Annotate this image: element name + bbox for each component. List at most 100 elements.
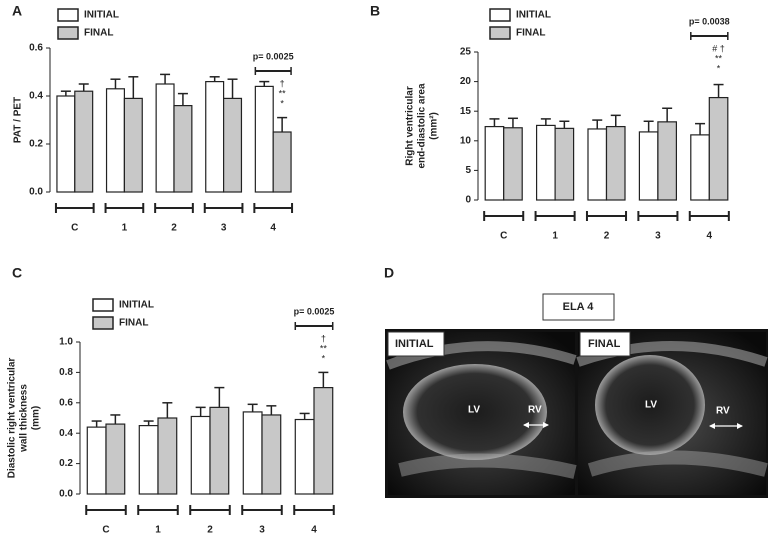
y-tick-label: 0 bbox=[465, 195, 471, 206]
y-tick-label: 1.0 bbox=[59, 337, 73, 348]
legend-label: INITIAL bbox=[516, 10, 551, 21]
y-tick-label: 0.2 bbox=[29, 139, 43, 150]
y-tick-label: 5 bbox=[465, 165, 471, 176]
x-tick-label: 2 bbox=[171, 223, 177, 234]
rv-label: RV bbox=[716, 406, 730, 417]
y-tick-label: 0.0 bbox=[59, 489, 73, 500]
bar bbox=[209, 406, 230, 495]
bar bbox=[708, 96, 729, 201]
y-tick-label: 10 bbox=[460, 135, 472, 146]
y-axis-label: (mm²) bbox=[429, 112, 440, 140]
legend-label: INITIAL bbox=[119, 300, 154, 311]
panel-label: A bbox=[12, 3, 22, 19]
y-tick-label: 0.4 bbox=[29, 91, 43, 102]
y-axis-label: Right ventricular bbox=[405, 86, 416, 166]
bar bbox=[242, 411, 263, 495]
x-tick-label: 1 bbox=[122, 223, 128, 234]
bar bbox=[86, 426, 107, 495]
significance-mark: * bbox=[322, 353, 326, 363]
y-axis-label: PAT / PET bbox=[13, 97, 24, 143]
bar bbox=[294, 418, 315, 495]
x-tick-label: 1 bbox=[155, 525, 161, 536]
legend-swatch bbox=[92, 298, 114, 312]
y-axis-label: wall thickness bbox=[19, 384, 30, 453]
y-axis-label: Diastolic right ventricular bbox=[7, 358, 18, 479]
significance-mark: ** bbox=[320, 343, 328, 353]
y-tick-label: 0.6 bbox=[29, 43, 43, 54]
x-tick-label: 3 bbox=[259, 525, 265, 536]
image-title: ELA 4 bbox=[563, 301, 595, 313]
significance-mark: ** bbox=[715, 53, 723, 63]
y-tick-label: 20 bbox=[460, 76, 472, 87]
bar bbox=[138, 425, 159, 495]
legend-label: FINAL bbox=[516, 28, 545, 39]
significance-mark: † bbox=[280, 78, 285, 88]
bar bbox=[272, 131, 292, 193]
y-tick-label: 25 bbox=[460, 47, 472, 58]
y-axis-label: (mm) bbox=[31, 406, 42, 430]
legend-swatch bbox=[57, 8, 79, 22]
x-tick-label: C bbox=[500, 231, 507, 242]
p-value: p= 0.0025 bbox=[294, 306, 335, 316]
x-tick-label: 4 bbox=[707, 231, 713, 242]
rv-label: RV bbox=[528, 405, 542, 416]
y-tick-label: 0.8 bbox=[59, 367, 73, 378]
bar bbox=[535, 124, 556, 201]
legend-label: FINAL bbox=[84, 28, 113, 39]
y-tick-label: 0.0 bbox=[29, 187, 43, 198]
bar bbox=[155, 83, 175, 193]
bar bbox=[223, 97, 243, 193]
p-value: p= 0.0025 bbox=[253, 51, 294, 61]
bar bbox=[657, 121, 678, 201]
bar bbox=[554, 127, 575, 201]
y-tick-label: 0.4 bbox=[59, 428, 73, 439]
x-tick-label: 1 bbox=[552, 231, 558, 242]
panel-label: C bbox=[12, 265, 22, 281]
legend-label: FINAL bbox=[119, 318, 148, 329]
bar bbox=[56, 95, 76, 193]
lv-label: LV bbox=[468, 405, 480, 416]
bar bbox=[638, 131, 659, 201]
legend-swatch bbox=[489, 26, 511, 40]
title-box bbox=[542, 293, 615, 321]
bar bbox=[605, 125, 626, 201]
lv-label: LV bbox=[645, 400, 657, 411]
bar bbox=[123, 97, 143, 193]
significance-mark: * bbox=[717, 63, 721, 73]
panel-label: B bbox=[370, 3, 380, 19]
bar bbox=[313, 387, 334, 495]
p-value: p= 0.0038 bbox=[689, 16, 730, 26]
bar bbox=[74, 90, 94, 193]
bar bbox=[587, 128, 608, 201]
significance-mark: # † bbox=[712, 43, 725, 53]
x-tick-label: 4 bbox=[270, 223, 276, 234]
significance-mark: ** bbox=[279, 88, 287, 98]
bar bbox=[157, 417, 178, 495]
legend-swatch bbox=[92, 316, 114, 330]
bar bbox=[690, 134, 710, 201]
x-tick-label: C bbox=[102, 525, 109, 536]
significance-mark: † bbox=[321, 333, 326, 343]
x-tick-label: 3 bbox=[655, 231, 661, 242]
ultrasound-initial: INITIAL LV RV bbox=[386, 331, 577, 495]
x-tick-label: 4 bbox=[311, 525, 317, 536]
legend-label: INITIAL bbox=[84, 10, 119, 21]
y-tick-label: 0.2 bbox=[59, 458, 73, 469]
x-tick-label: 2 bbox=[604, 231, 610, 242]
x-tick-label: 3 bbox=[221, 223, 227, 234]
bar bbox=[173, 104, 193, 193]
bar bbox=[205, 80, 225, 193]
ultrasound-final: FINAL LV RV bbox=[576, 331, 768, 495]
legend-swatch bbox=[57, 26, 79, 40]
x-tick-label: 2 bbox=[207, 525, 213, 536]
significance-mark: * bbox=[280, 98, 284, 108]
legend-swatch bbox=[489, 8, 511, 22]
bar bbox=[484, 125, 505, 201]
bar bbox=[105, 423, 126, 495]
bar bbox=[254, 85, 274, 193]
x-tick-label: C bbox=[71, 223, 78, 234]
panel-label: D bbox=[384, 265, 394, 281]
y-tick-label: 0.6 bbox=[59, 397, 73, 408]
bar bbox=[261, 414, 282, 495]
